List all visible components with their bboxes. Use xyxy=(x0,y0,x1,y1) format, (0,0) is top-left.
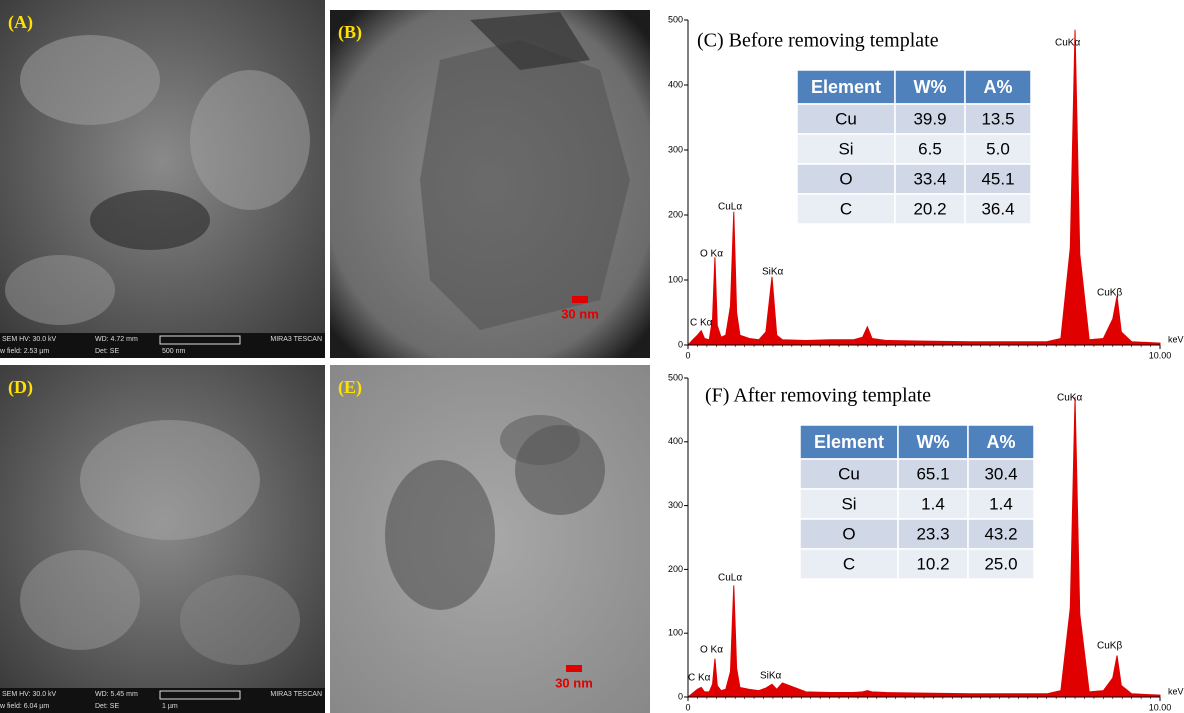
table-value: 25.0 xyxy=(984,554,1017,573)
chart-title: (C) Before removing template xyxy=(697,30,939,52)
peak-label: CuKβ xyxy=(1097,288,1122,299)
table-header: Element xyxy=(814,432,884,452)
table-value: 1.4 xyxy=(921,494,945,513)
y-tick-label: 200 xyxy=(668,564,683,574)
y-tick-label: 300 xyxy=(668,144,683,154)
panel-label: (A) xyxy=(8,12,33,33)
table-value: 45.1 xyxy=(981,169,1014,188)
sem-image-d xyxy=(0,365,325,713)
sem-info: View field: 2.53 µm xyxy=(0,348,49,355)
peak-label: O Kα xyxy=(700,249,723,260)
panel-label: (E) xyxy=(338,377,362,398)
table-value: O xyxy=(839,169,852,188)
peak-label: O Kα xyxy=(700,645,723,656)
sem-info: 500 nm xyxy=(162,348,186,355)
x-tick-label: 10.00 xyxy=(1149,702,1172,712)
sem-info: Det: SE xyxy=(95,703,119,710)
y-tick-label: 0 xyxy=(678,339,683,349)
sem-info: MIRA3 TESCAN xyxy=(270,336,322,343)
peak-label: SiKα xyxy=(762,267,784,278)
sem-info: Det: SE xyxy=(95,348,119,355)
table-value: Cu xyxy=(835,109,857,128)
scale-label: 30 nm xyxy=(555,675,593,690)
table-value: O xyxy=(842,524,855,543)
tem-image-e xyxy=(330,365,650,713)
table-value: 23.3 xyxy=(916,524,949,543)
peak-label: CuLα xyxy=(718,573,742,584)
peak-label: CuKβ xyxy=(1097,641,1122,652)
table-value: 1.4 xyxy=(989,494,1013,513)
sem-info: View field: 6.04 µm xyxy=(0,703,49,710)
table-value: C xyxy=(843,554,855,573)
table-header: Element xyxy=(811,77,881,97)
peak-label: CuLα xyxy=(718,202,742,213)
x-axis-label: keV xyxy=(1168,334,1184,344)
table-value: 39.9 xyxy=(913,109,946,128)
y-tick-label: 500 xyxy=(668,14,683,24)
x-axis-label: keV xyxy=(1168,686,1184,696)
y-tick-label: 300 xyxy=(668,500,683,510)
table-value: 13.5 xyxy=(981,109,1014,128)
scale-label: 30 nm xyxy=(561,306,599,321)
table-value: Cu xyxy=(838,464,860,483)
table-header: A% xyxy=(986,432,1015,452)
sem-info: SEM HV: 30.0 kV xyxy=(2,336,57,343)
table-value: 10.2 xyxy=(916,554,949,573)
panel-label: (D) xyxy=(8,377,33,398)
table-value: 43.2 xyxy=(984,524,1017,543)
y-tick-label: 100 xyxy=(668,274,683,284)
figure: (A) SEM HV: 30.0 kV WD: 4.72 mm MIRA3 TESCA… xyxy=(0,0,1184,713)
chart-title: (F) After removing template xyxy=(705,385,931,407)
y-tick-label: 0 xyxy=(678,691,683,701)
table-value: Si xyxy=(838,139,853,158)
peak-label: C Kα xyxy=(690,318,713,329)
peak-label: CuKα xyxy=(1055,38,1080,49)
sem-info: 1 µm xyxy=(162,703,178,710)
table-header: W% xyxy=(917,432,950,452)
x-tick-label: 10.00 xyxy=(1149,350,1172,360)
table-value: 6.5 xyxy=(918,139,942,158)
table-header: W% xyxy=(914,77,947,97)
table-value: 30.4 xyxy=(984,464,1017,483)
peak-label: CuKα xyxy=(1057,393,1082,404)
y-tick-label: 400 xyxy=(668,79,683,89)
y-tick-label: 100 xyxy=(668,628,683,638)
x-tick-label: 0 xyxy=(685,350,690,360)
table-value: C xyxy=(840,199,852,218)
y-tick-label: 500 xyxy=(668,372,683,382)
table-value: 36.4 xyxy=(981,199,1014,218)
table-header: A% xyxy=(983,77,1012,97)
peak-label: SiKα xyxy=(760,671,782,682)
sem-info: WD: 5.45 mm xyxy=(95,691,138,698)
y-tick-label: 400 xyxy=(668,436,683,446)
sem-info: SEM HV: 30.0 kV xyxy=(2,691,57,698)
table-value: 5.0 xyxy=(986,139,1010,158)
panel-label: (B) xyxy=(338,22,362,43)
sem-info: WD: 4.72 mm xyxy=(95,336,138,343)
table-value: 20.2 xyxy=(913,199,946,218)
x-tick-label: 0 xyxy=(685,702,690,712)
table-value: 33.4 xyxy=(913,169,946,188)
y-tick-label: 200 xyxy=(668,209,683,219)
sem-info: MIRA3 TESCAN xyxy=(270,691,322,698)
sem-image-a xyxy=(0,0,325,358)
scale-bar xyxy=(566,665,582,672)
table-value: Si xyxy=(841,494,856,513)
table-value: 65.1 xyxy=(916,464,949,483)
peak-label: C Kα xyxy=(688,673,711,684)
tem-image-b xyxy=(330,10,650,358)
scale-bar xyxy=(572,296,588,303)
